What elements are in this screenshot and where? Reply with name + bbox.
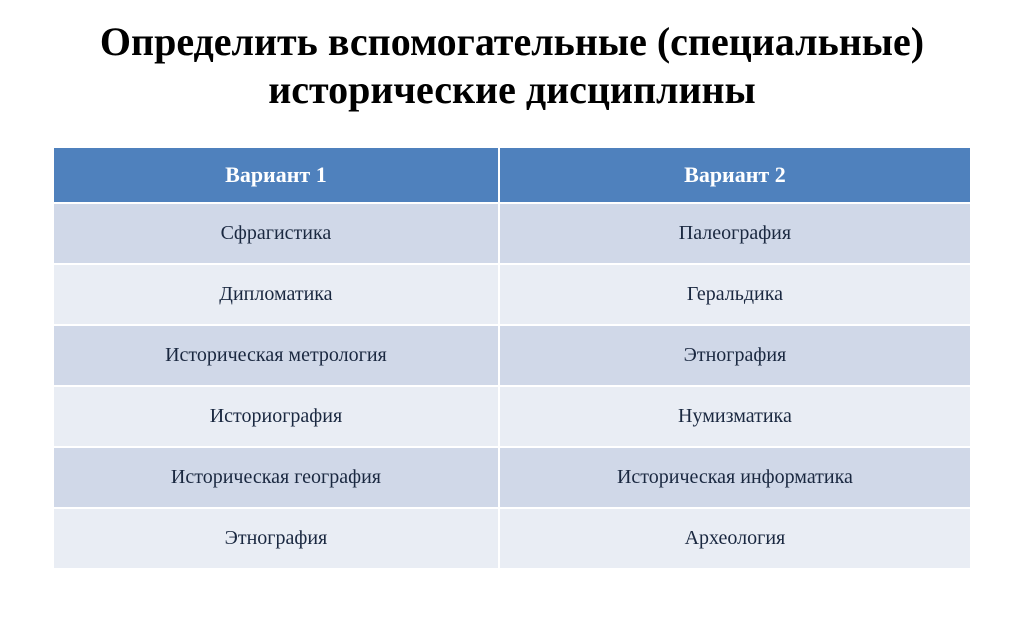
table-row: Этнография Археология: [53, 508, 971, 569]
table-cell: Историческая география: [53, 447, 499, 508]
table-header-col1: Вариант 1: [53, 147, 499, 203]
table-header-row: Вариант 1 Вариант 2: [53, 147, 971, 203]
table-cell: Историческая информатика: [499, 447, 971, 508]
table-cell: Этнография: [499, 325, 971, 386]
disciplines-table: Вариант 1 Вариант 2 Сфрагистика Палеогра…: [52, 146, 972, 570]
table-cell: Дипломатика: [53, 264, 499, 325]
table-cell: Историография: [53, 386, 499, 447]
table-cell: Нумизматика: [499, 386, 971, 447]
table-cell: Археология: [499, 508, 971, 569]
table-row: Сфрагистика Палеография: [53, 203, 971, 264]
table-cell: Геральдика: [499, 264, 971, 325]
table-cell: Палеография: [499, 203, 971, 264]
table-row: Дипломатика Геральдика: [53, 264, 971, 325]
table-row: Историография Нумизматика: [53, 386, 971, 447]
table-cell: Этнография: [53, 508, 499, 569]
table-cell: Сфрагистика: [53, 203, 499, 264]
table-cell: Историческая метрология: [53, 325, 499, 386]
table-row: Историческая география Историческая инфо…: [53, 447, 971, 508]
table-row: Историческая метрология Этнография: [53, 325, 971, 386]
table-header-col2: Вариант 2: [499, 147, 971, 203]
page-title: Определить вспомогательные (специальные)…: [0, 18, 1024, 114]
